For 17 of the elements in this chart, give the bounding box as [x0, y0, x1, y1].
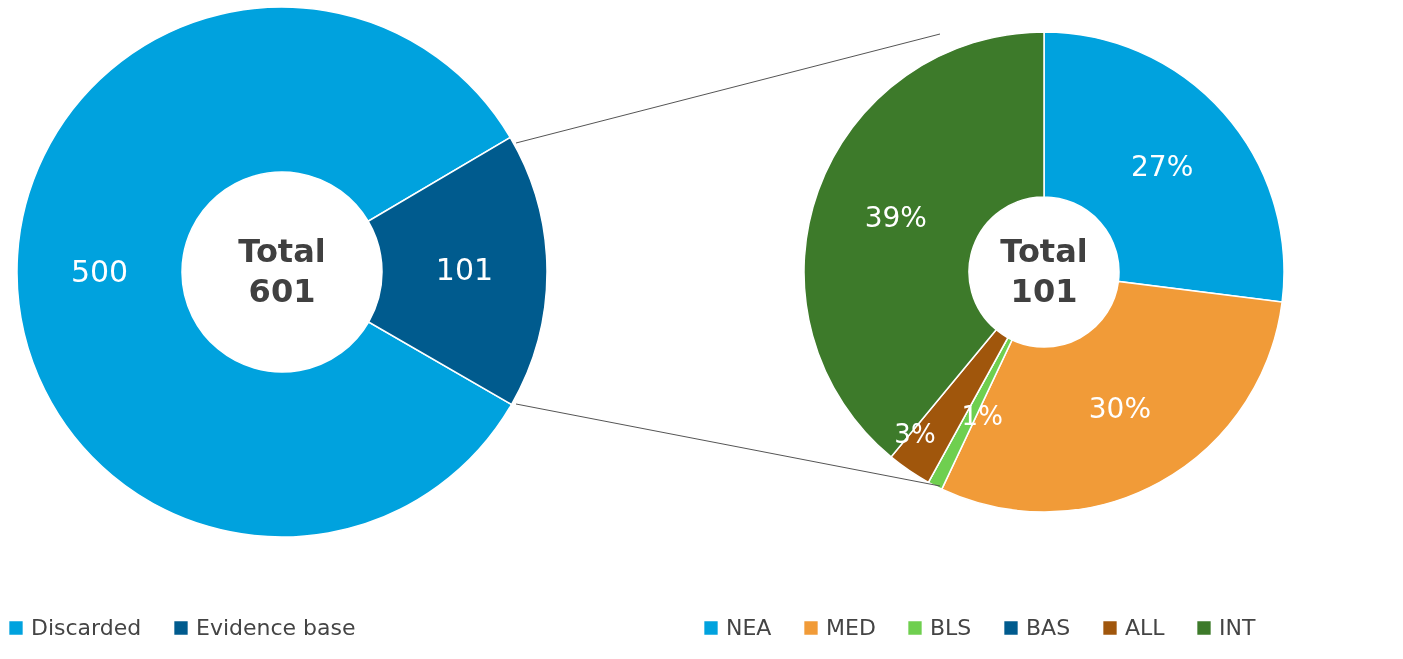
text: Total	[1000, 232, 1088, 270]
text: 101	[1010, 272, 1078, 310]
data-label: 500	[70, 253, 129, 289]
legend-label: BAS	[1026, 615, 1071, 640]
legend-label: Evidence base	[196, 615, 356, 640]
text: 601	[248, 272, 316, 310]
text: Total	[238, 232, 326, 270]
data-label: 27%	[1131, 149, 1194, 183]
legend-label: MED	[826, 615, 876, 640]
legend-label: BLS	[930, 615, 972, 640]
legend-label: Discarded	[31, 615, 142, 640]
legend-label: NEA	[726, 615, 772, 640]
legend-label: ALL	[1125, 615, 1166, 640]
legend-label: INT	[1219, 615, 1256, 640]
data-label: 30%	[1088, 392, 1151, 426]
data-label: 39%	[864, 200, 927, 234]
data-label: 101	[435, 252, 494, 288]
